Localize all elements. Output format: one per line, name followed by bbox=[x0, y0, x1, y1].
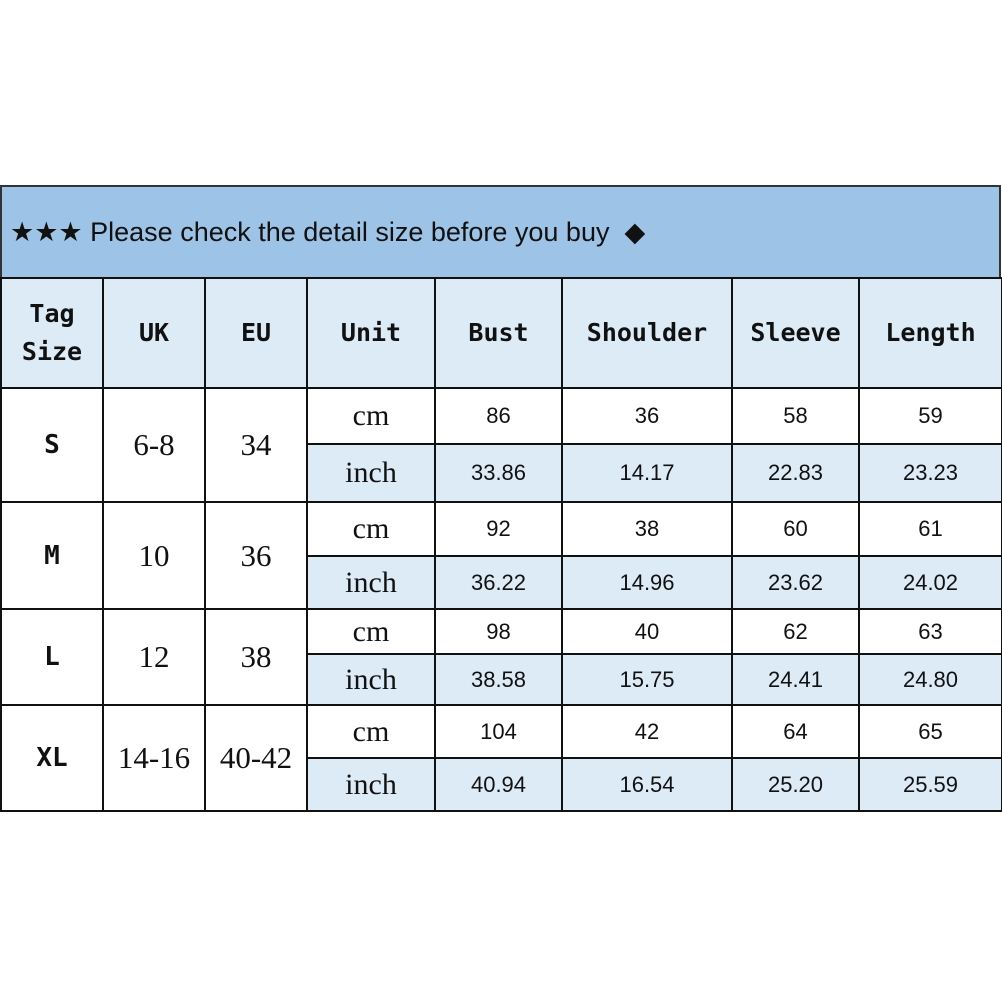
tag-size-cell: M bbox=[0, 501, 104, 610]
unit-cell: inch bbox=[306, 653, 436, 706]
length-cell: 24.02 bbox=[858, 555, 1002, 610]
header-shoulder: Shoulder bbox=[561, 277, 733, 389]
header-tag-size: Tag Size bbox=[0, 277, 104, 389]
header-length: Length bbox=[858, 277, 1002, 389]
uk-size-cell: 12 bbox=[102, 608, 206, 706]
sleeve-cell: 24.41 bbox=[731, 653, 860, 706]
sleeve-cell: 25.20 bbox=[731, 757, 860, 812]
tag-size-cell: S bbox=[0, 387, 104, 503]
shoulder-cell: 42 bbox=[561, 704, 733, 759]
bust-cell: 92 bbox=[434, 501, 563, 557]
eu-size-cell: 40-42 bbox=[204, 704, 308, 812]
table-row: S 6-8 34 cm 86 36 58 59 bbox=[0, 387, 1002, 503]
uk-size-cell: 6-8 bbox=[102, 387, 206, 503]
unit-cell: cm bbox=[306, 608, 436, 655]
sleeve-cell: 62 bbox=[731, 608, 860, 655]
header-eu: EU bbox=[204, 277, 308, 389]
bust-cell: 40.94 bbox=[434, 757, 563, 812]
size-table: Tag Size UK EU Unit Bust Shoulder Sleeve… bbox=[0, 277, 1002, 812]
unit-cell: cm bbox=[306, 387, 436, 445]
header-sleeve: Sleeve bbox=[731, 277, 860, 389]
banner: ★★★ Please check the detail size before … bbox=[0, 185, 1001, 277]
length-cell: 65 bbox=[858, 704, 1002, 759]
shoulder-cell: 14.96 bbox=[561, 555, 733, 610]
unit-cell: cm bbox=[306, 501, 436, 557]
header-bust: Bust bbox=[434, 277, 563, 389]
shoulder-cell: 16.54 bbox=[561, 757, 733, 812]
eu-size-cell: 34 bbox=[204, 387, 308, 503]
header-row: Tag Size UK EU Unit Bust Shoulder Sleeve… bbox=[0, 277, 1002, 389]
length-cell: 23.23 bbox=[858, 443, 1002, 503]
unit-cell: inch bbox=[306, 555, 436, 610]
shoulder-cell: 40 bbox=[561, 608, 733, 655]
eu-size-cell: 36 bbox=[204, 501, 308, 610]
length-cell: 63 bbox=[858, 608, 1002, 655]
bust-cell: 98 bbox=[434, 608, 563, 655]
table-row: inch 33.86 14.17 22.83 23.23 bbox=[1, 443, 1002, 503]
length-cell: 25.59 bbox=[858, 757, 1002, 812]
table-row: M 10 36 cm 92 38 60 61 bbox=[0, 501, 1002, 610]
table-row: L 12 38 cm 98 40 62 63 bbox=[0, 608, 1002, 706]
diamond-icon: ◆ bbox=[624, 216, 646, 247]
uk-size-cell: 14-16 bbox=[102, 704, 206, 812]
size-chart: ★★★ Please check the detail size before … bbox=[0, 185, 1002, 812]
length-cell: 59 bbox=[858, 387, 1002, 445]
bust-cell: 38.58 bbox=[434, 653, 563, 706]
table-row: inch 38.58 15.75 24.41 24.80 bbox=[1, 653, 1002, 706]
header-unit: Unit bbox=[306, 277, 436, 389]
length-cell: 61 bbox=[858, 501, 1002, 557]
header-uk: UK bbox=[102, 277, 206, 389]
bust-cell: 86 bbox=[434, 387, 563, 445]
table-row: inch 36.22 14.96 23.62 24.02 bbox=[1, 555, 1002, 610]
bust-cell: 33.86 bbox=[434, 443, 563, 503]
bust-cell: 104 bbox=[434, 704, 563, 759]
shoulder-cell: 15.75 bbox=[561, 653, 733, 706]
sleeve-cell: 23.62 bbox=[731, 555, 860, 610]
table-row: XL 14-16 40-42 cm 104 42 64 65 bbox=[0, 704, 1002, 812]
tag-size-cell: L bbox=[0, 608, 104, 706]
eu-size-cell: 38 bbox=[204, 608, 308, 706]
unit-cell: inch bbox=[306, 757, 436, 812]
sleeve-cell: 22.83 bbox=[731, 443, 860, 503]
shoulder-cell: 38 bbox=[561, 501, 733, 557]
banner-text: Please check the detail size before you … bbox=[90, 216, 610, 247]
sleeve-cell: 64 bbox=[731, 704, 860, 759]
shoulder-cell: 14.17 bbox=[561, 443, 733, 503]
bust-cell: 36.22 bbox=[434, 555, 563, 610]
tag-size-cell: XL bbox=[0, 704, 104, 812]
shoulder-cell: 36 bbox=[561, 387, 733, 445]
star-icon: ★★★ bbox=[10, 216, 83, 247]
unit-cell: cm bbox=[306, 704, 436, 759]
length-cell: 24.80 bbox=[858, 653, 1002, 706]
sleeve-cell: 60 bbox=[731, 501, 860, 557]
table-row: inch 40.94 16.54 25.20 25.59 bbox=[1, 757, 1002, 812]
sleeve-cell: 58 bbox=[731, 387, 860, 445]
uk-size-cell: 10 bbox=[102, 501, 206, 610]
unit-cell: inch bbox=[306, 443, 436, 503]
